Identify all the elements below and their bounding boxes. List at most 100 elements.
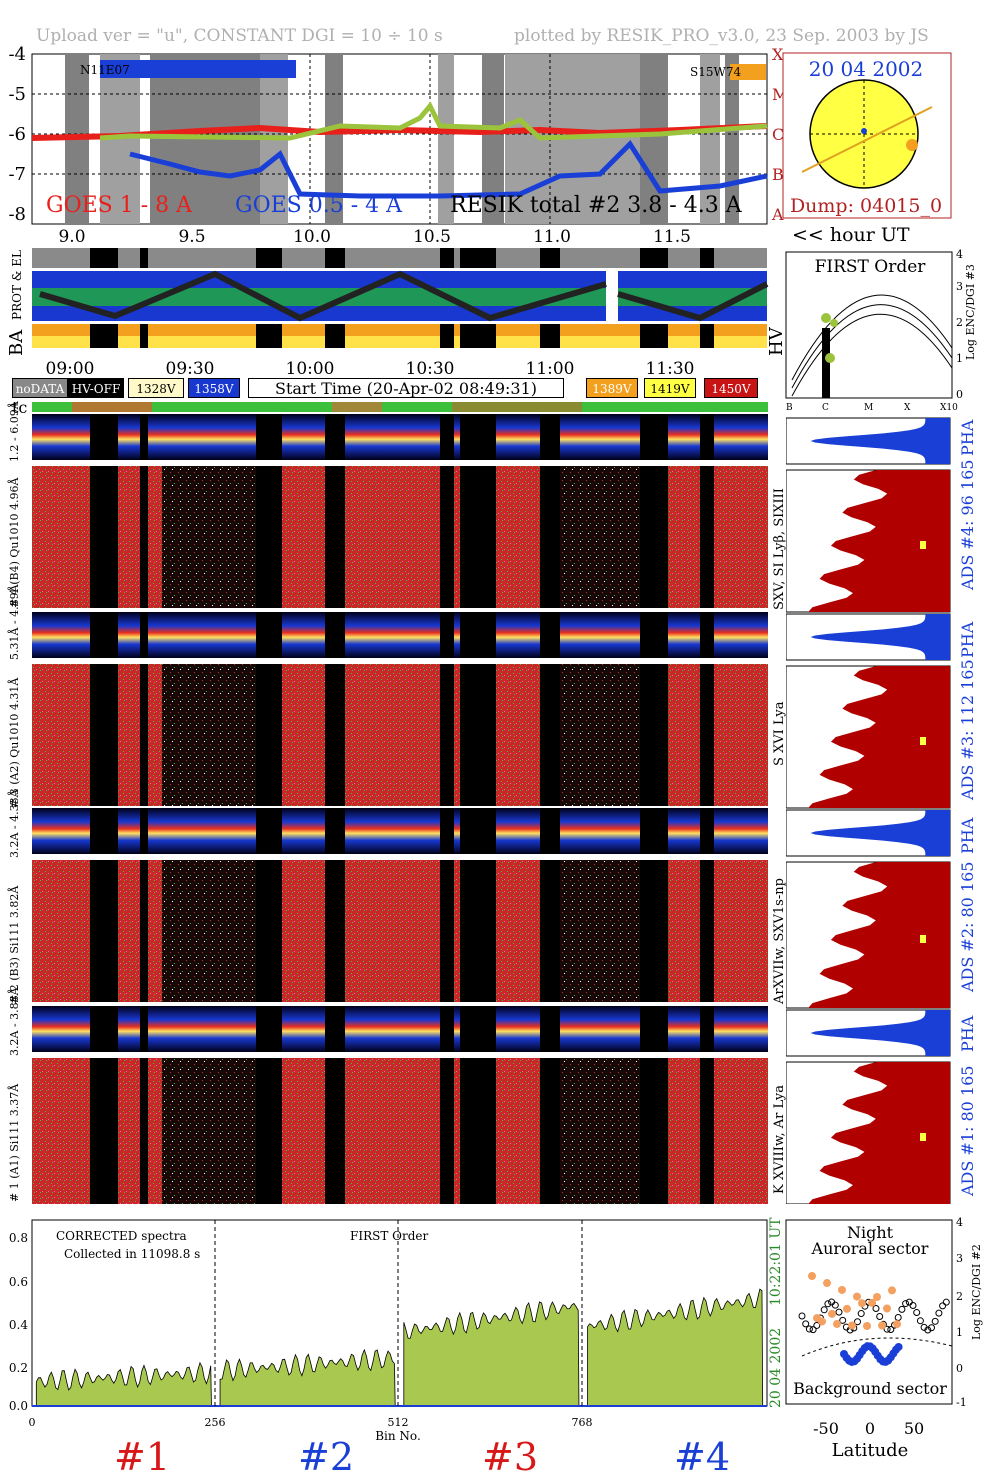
lat-point (898, 1305, 906, 1313)
gap-block (90, 808, 118, 854)
ar-right-label: S15W74 (690, 65, 741, 79)
gap-block (440, 324, 454, 348)
lat-point-orange (823, 1279, 831, 1288)
ytick-label: 0.0 (9, 1399, 28, 1413)
gap-block (480, 248, 496, 268)
lat-point-orange (868, 1298, 876, 1307)
gap-block (325, 414, 345, 460)
ba-label: BA (6, 329, 27, 356)
lat-point-orange (833, 1319, 841, 1328)
gap-block (440, 808, 454, 854)
gap-block (325, 808, 345, 854)
tc-label: tc (12, 398, 28, 417)
gap-block (640, 414, 668, 460)
lat-point (924, 1326, 932, 1334)
gap-block (700, 248, 714, 268)
gap-block (90, 414, 118, 460)
ytick-label: -4 (8, 46, 26, 65)
gap-block (700, 414, 714, 460)
ch1-right-ion: K XVIIIw, Ar Lya (772, 1085, 787, 1194)
strips-panel: 09:00 09:30 10:00 10:30 11:00 11:30 (32, 248, 769, 379)
night-band (640, 54, 668, 224)
gap-block (700, 664, 714, 806)
lat-point (831, 1301, 839, 1309)
goes-short-curve (129, 140, 768, 199)
ar-left-label: N11E07 (80, 63, 130, 77)
lat-point (883, 1325, 891, 1333)
histogram-fill (808, 666, 950, 808)
ch4-right-ion: SXV, SI Lyβ, SIXIII (772, 488, 787, 610)
satellite-dot (861, 128, 867, 134)
gap-block (256, 664, 282, 806)
gap-block (700, 1058, 714, 1204)
gap-block (640, 612, 668, 658)
gap-block (256, 860, 282, 1002)
ytick-label: 4 (956, 248, 963, 261)
legend-hvoff: HV-OFF (68, 378, 124, 398)
time-tick: 11:00 (526, 359, 575, 379)
lat-point-orange (838, 1285, 846, 1294)
lat-ytick: 2 (956, 1290, 963, 1303)
ytick-label: 1 (956, 352, 963, 365)
gap-block (640, 808, 668, 854)
histogram-fill (808, 1062, 950, 1204)
legend-1450v: 1450V (704, 378, 758, 398)
legend-nodata: noDATA (12, 378, 68, 398)
orbit-zigzag (39, 270, 769, 322)
ch4-pha-label: 1.2 - 6.09Å (8, 401, 21, 462)
gap-block (256, 1058, 282, 1204)
ytick-label: -7 (8, 164, 26, 185)
ch3-pha: PHA (958, 621, 977, 658)
xtick-label: 256 (205, 1416, 226, 1429)
legend-1328v: 1328V (128, 378, 184, 398)
ytick-label: 3 (956, 280, 963, 293)
ch4-label: #4 (674, 1435, 730, 1477)
goes-panel: -4 -5 -6 -7 -8 X M C B A N11E07 S15W74 G… (8, 46, 788, 246)
class-label: A (771, 205, 784, 224)
prot-label: PROT & EL (10, 250, 24, 320)
gap-block (140, 664, 148, 806)
gap-block (540, 324, 560, 348)
xtick-label: 9.5 (178, 227, 205, 246)
gap-block (140, 466, 148, 608)
goes-class-labels: X M C B A (771, 46, 788, 224)
lat-ytick: 3 (956, 1252, 963, 1265)
lat-point-orange (888, 1286, 896, 1295)
ch3-ads: ADS #3: 112 165 (958, 659, 977, 800)
legend-1389v: 1389V (586, 378, 638, 398)
gap-block (540, 664, 560, 806)
gap-block (640, 248, 668, 268)
gap-block (440, 466, 454, 608)
lat-point-orange (843, 1304, 851, 1313)
legend-1358v: 1358V (188, 378, 240, 398)
night-band (700, 54, 720, 224)
spectrum-panel: 0.8 0.6 0.4 0.2 0.0 0 256 512 768 Bin No… (9, 1219, 768, 1477)
gap-block (480, 860, 496, 1002)
ch1-spec-label: # 1 (A1) Si111 3.37Å (8, 1083, 21, 1202)
gap-block (480, 664, 496, 806)
time-tick: 10:00 (286, 359, 335, 379)
gap-block (256, 612, 282, 658)
gap-block (140, 612, 148, 658)
ar-left-bar (100, 60, 296, 78)
xtick-label: 11.0 (533, 227, 571, 246)
gap-block (480, 324, 496, 348)
ch1-label: #1 (114, 1435, 170, 1477)
gap-block (256, 808, 282, 854)
first-order-ylabel: Log ENC/DGI #3 (964, 264, 977, 360)
corrected-label: CORRECTED spectra (56, 1229, 187, 1243)
gap-block (540, 414, 560, 460)
gap-block (460, 248, 480, 268)
lat-ytick: 0 (956, 1362, 963, 1375)
time-tick: 09:00 (46, 359, 95, 379)
ytick-label: 0.4 (9, 1318, 28, 1332)
lat-point-orange (818, 1317, 826, 1326)
class-label: B (772, 165, 784, 184)
gap-block (440, 612, 454, 658)
legend-resik: RESIK total #2 3.8 - 4.3 A (450, 193, 743, 218)
gap-block (90, 612, 118, 658)
gap-block (325, 1058, 345, 1204)
gap-block (440, 414, 454, 460)
gap-block (480, 808, 496, 854)
lat-xtick: 50 (904, 1419, 924, 1438)
